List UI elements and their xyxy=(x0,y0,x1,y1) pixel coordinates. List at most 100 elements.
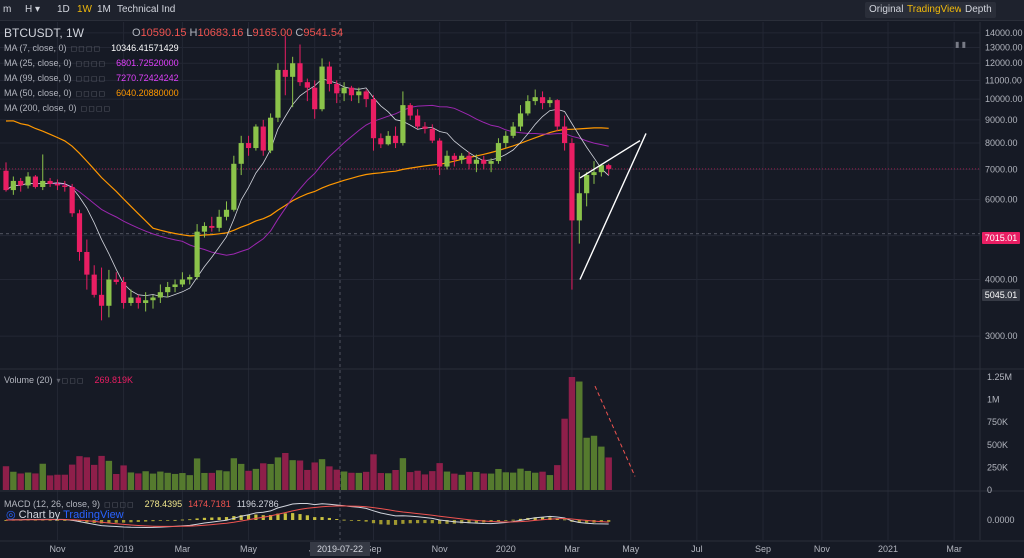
macd-histogram-bar xyxy=(269,514,273,520)
candle xyxy=(437,140,443,167)
legend-settings-icon[interactable]: ◻◻◻◻ xyxy=(80,104,112,113)
depth-view-button[interactable]: Depth xyxy=(961,2,996,18)
macd-histogram-bar xyxy=(224,517,229,520)
volume-bar xyxy=(149,473,157,490)
volume-bar xyxy=(465,471,473,490)
volume-bar xyxy=(509,472,517,490)
chart-background xyxy=(0,21,1024,558)
macd-legend[interactable]: MACD (12, 26, close, 9) ◻◻◻◻ 278.4395 1474.… xyxy=(4,499,279,509)
candle xyxy=(91,274,97,295)
candle xyxy=(10,180,16,191)
legend-ma25[interactable]: MA (25, close, 0) ◻◻◻◻ 6801.72520000 xyxy=(4,58,179,68)
legend-ma99-label: MA (99, close, 0) xyxy=(4,73,72,83)
candle xyxy=(415,115,421,127)
legend-settings-icon[interactable]: ◻◻◻◻ xyxy=(104,500,135,509)
volume-bar xyxy=(215,470,223,490)
candle xyxy=(547,100,553,104)
current-price-tag: 7015.01 xyxy=(982,232,1020,244)
macd-histogram-bar xyxy=(158,520,162,521)
candle xyxy=(606,165,612,169)
tradingview-view-button[interactable]: TradingView xyxy=(903,2,967,18)
volume-bar xyxy=(193,458,201,490)
candle xyxy=(62,185,68,187)
macd-histogram-bar xyxy=(408,520,412,524)
volume-bar xyxy=(230,458,238,490)
legend-settings-icon[interactable]: ◻◻◻◻ xyxy=(75,89,107,98)
price-tick-label: 9000.00 xyxy=(985,115,1018,125)
candle xyxy=(268,117,274,151)
volume-bar xyxy=(274,457,282,490)
candle xyxy=(84,251,90,275)
toolbar-item-1d[interactable]: 1D xyxy=(57,4,70,15)
time-tick-label: Sep xyxy=(755,544,771,554)
macd-histogram-bar xyxy=(540,517,545,520)
volume-bar xyxy=(296,460,304,490)
macd-histogram-bar xyxy=(291,513,295,520)
volume-bar xyxy=(98,455,105,490)
legend-ma50[interactable]: MA (50, close, 0) ◻◻◻◻ 6040.20880000 xyxy=(4,88,179,98)
candle xyxy=(290,63,296,77)
volume-bar xyxy=(282,453,289,490)
toolbar-item-hours[interactable]: H ▾ xyxy=(25,4,41,15)
legend-ma25-label: MA (25, close, 0) xyxy=(4,58,72,68)
macd-histogram-bar xyxy=(77,520,82,522)
volume-bar xyxy=(392,469,399,490)
macd-histogram-bar xyxy=(607,520,611,522)
legend-settings-icon[interactable]: ◻◻◻◻ xyxy=(75,74,107,83)
toolbar-item-minutes[interactable]: m xyxy=(3,4,12,15)
candle xyxy=(143,300,149,303)
macd-histogram-bar xyxy=(313,517,317,520)
legend-ma25-value: 6801.72520000 xyxy=(116,58,179,68)
volume-bar xyxy=(421,474,429,490)
pane-controls-icon[interactable]: ▮ ▮ xyxy=(955,40,967,49)
crosshair-price-tag: 5045.01 xyxy=(982,289,1020,301)
symbol-title: BTCUSDT, 1W xyxy=(4,26,85,40)
volume-bar xyxy=(502,472,509,490)
toolbar-item-1m[interactable]: 1M xyxy=(97,4,111,15)
candle xyxy=(591,172,597,176)
candle xyxy=(407,105,413,116)
legend-settings-icon[interactable]: ◻◻◻◻ xyxy=(75,59,107,68)
volume-bar xyxy=(223,471,230,490)
tradingview-branding[interactable]: ◎ Chart by TradingView xyxy=(6,508,124,521)
volume-bar xyxy=(76,456,83,490)
candle xyxy=(245,143,252,149)
volume-trendline xyxy=(594,385,636,477)
legend-ma200[interactable]: MA (200, close, 0) ◻◻◻◻ xyxy=(4,103,121,113)
original-view-button[interactable]: Original xyxy=(865,2,908,18)
volume-bar xyxy=(605,457,612,490)
macd-histogram-bar xyxy=(438,520,442,524)
toolbar-item-1w[interactable]: 1W xyxy=(77,4,92,15)
candle xyxy=(18,180,24,186)
volume-legend[interactable]: Volume (20) ▾◻◻◻ 269.819K xyxy=(4,375,133,385)
volume-bar xyxy=(348,472,355,490)
candle xyxy=(172,284,178,288)
legend-settings-icon[interactable]: ◻◻◻◻ xyxy=(70,44,102,53)
volume-bar xyxy=(385,473,392,490)
price-tick-label: 12000.00 xyxy=(985,58,1023,68)
legend-ma99[interactable]: MA (99, close, 0) ◻◻◻◻ 7270.72424242 xyxy=(4,73,179,83)
technical-indicators-button[interactable]: Technical Ind xyxy=(117,4,176,15)
candle xyxy=(135,297,141,303)
legend-settings-icon[interactable]: ▾◻◻◻ xyxy=(56,376,85,385)
candle xyxy=(157,292,163,298)
volume-bar xyxy=(443,471,451,490)
price-tick-label: 13000.00 xyxy=(985,42,1023,52)
candle xyxy=(598,165,604,173)
macd-histogram-bar xyxy=(467,520,471,524)
candle xyxy=(326,66,332,84)
macd-legend-label: MACD (12, 26, close, 9) xyxy=(4,499,101,509)
macd-histogram-bar xyxy=(144,520,148,522)
ma25-line xyxy=(5,104,609,256)
volume-legend-value: 269.819K xyxy=(94,375,134,385)
volume-bar xyxy=(105,460,113,490)
legend-ma7[interactable]: MA (7, close, 0) ◻◻◻◻ 10346.41571429 xyxy=(4,43,179,53)
macd-histogram-bar xyxy=(357,520,361,522)
macd-histogram-bar xyxy=(173,519,177,521)
volume-bar xyxy=(318,459,326,490)
macd-histogram-bar xyxy=(107,520,111,524)
candle xyxy=(231,163,237,210)
high-value: 10683.16 xyxy=(197,27,244,39)
candle xyxy=(194,231,200,278)
